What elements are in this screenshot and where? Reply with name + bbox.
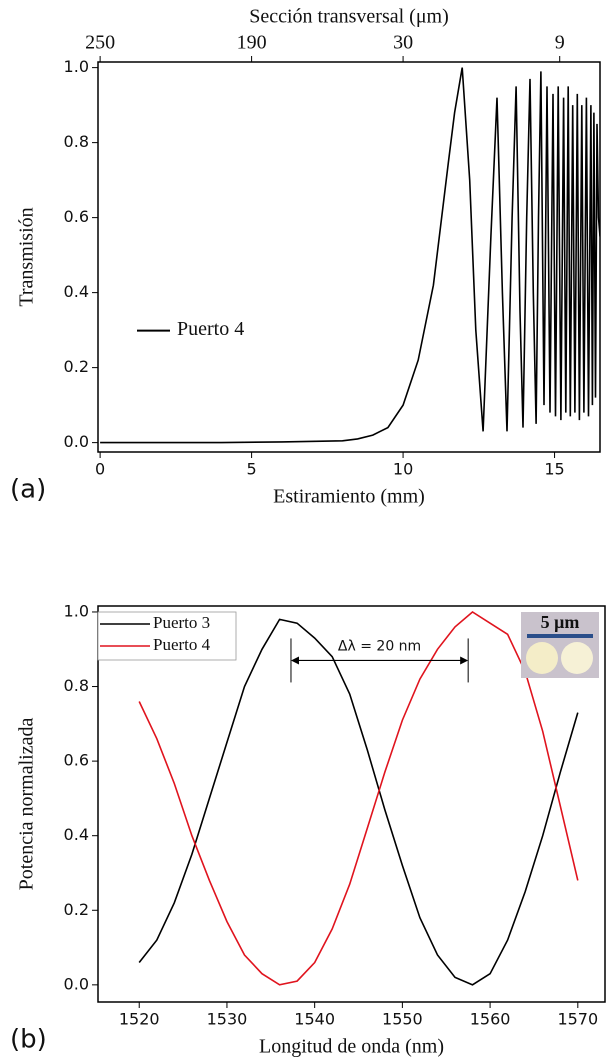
- y-tick-label: 0.4: [64, 825, 89, 844]
- legend-label: Puerto 4: [177, 318, 244, 340]
- legend-label: Puerto 3: [153, 613, 210, 632]
- y-tick-label: 1.0: [64, 601, 89, 620]
- y-tick-label: 0.8: [64, 676, 89, 695]
- plot-frame: [97, 605, 606, 1003]
- data-line: [138, 611, 579, 986]
- x-axis-title: Longitud de onda (nm): [259, 1036, 444, 1058]
- x-tick-label: 1550: [382, 1010, 423, 1029]
- x-tick-label: 5: [247, 460, 257, 479]
- x-axis-title: Estiramiento (mm): [273, 486, 425, 508]
- plot: [100, 67, 600, 444]
- data-line: [138, 618, 579, 986]
- panel-label: (b): [10, 1025, 47, 1055]
- x-tick-label: 1570: [557, 1010, 598, 1029]
- y-tick-label: 0.2: [64, 900, 89, 919]
- inset-core: [561, 642, 593, 674]
- plot-frame: [97, 61, 601, 453]
- y-axis-title: Potencia normalizada: [16, 718, 38, 891]
- x-tick-label: 1520: [119, 1010, 160, 1029]
- x2-tick-label: 250: [85, 32, 115, 54]
- y-tick-label: 0.0: [64, 432, 89, 451]
- y-tick-label: 0.4: [64, 282, 89, 301]
- y-axis-title: Transmisión: [16, 207, 38, 306]
- x2-axis-title: Sección transversal (μm): [249, 6, 449, 28]
- x-tick-label: 1530: [207, 1010, 248, 1029]
- data-line: [100, 67, 600, 444]
- inset-core: [526, 642, 558, 674]
- y-tick-label: 1.0: [64, 57, 89, 76]
- x-tick-label: 10: [393, 460, 413, 479]
- panel-label: (a): [10, 475, 46, 505]
- x-tick-label: 1540: [294, 1010, 335, 1029]
- plot: [138, 611, 579, 986]
- annotation-text: Δλ = 20 nm: [338, 638, 421, 654]
- x2-tick-label: 9: [555, 32, 565, 54]
- inset-label: 5 μm: [541, 612, 580, 632]
- y-tick-label: 0.2: [64, 357, 89, 376]
- x-tick-label: 15: [544, 460, 564, 479]
- y-tick-label: 0.6: [64, 751, 89, 770]
- legend-label: Puerto 4: [153, 635, 211, 654]
- y-tick-label: 0.8: [64, 132, 89, 151]
- y-tick-label: 0.0: [64, 974, 89, 993]
- x2-tick-label: 30: [393, 32, 413, 54]
- x2-tick-label: 190: [237, 32, 267, 54]
- y-tick-label: 0.6: [64, 207, 89, 226]
- legend-box: [97, 611, 237, 661]
- x-tick-label: 1560: [470, 1010, 511, 1029]
- x-tick-label: 0: [95, 460, 105, 479]
